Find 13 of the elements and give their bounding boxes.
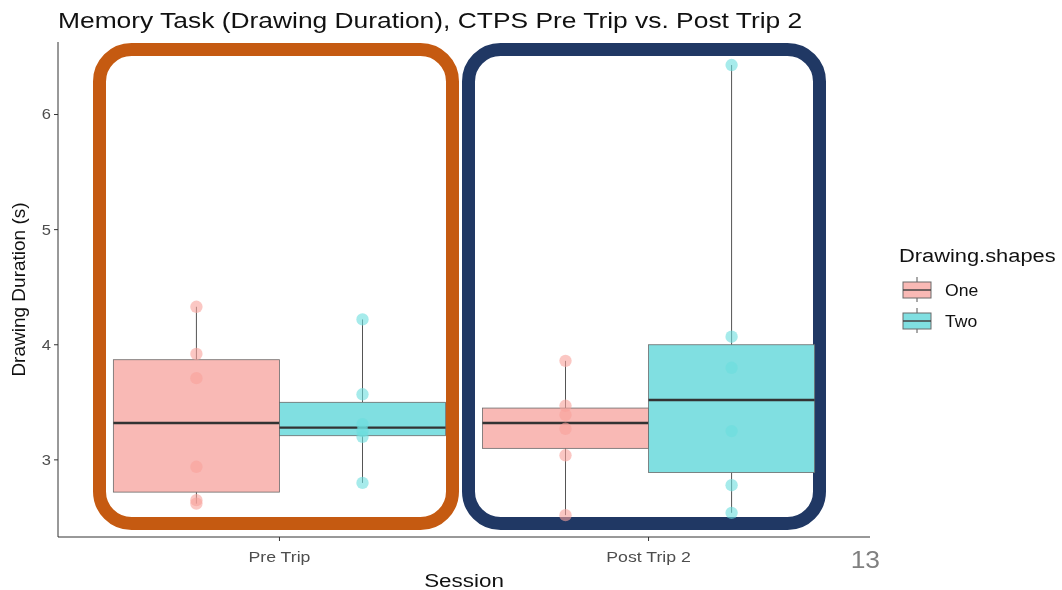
- y-tick-label: 3: [41, 451, 51, 468]
- legend-label: One: [945, 281, 979, 300]
- legend-title: Drawing.shapes: [899, 244, 1056, 266]
- y-tick-label: 6: [41, 106, 51, 123]
- y-axis-title: Drawing Duration (s): [8, 202, 29, 377]
- x-tick-label: Post Trip 2: [606, 548, 691, 565]
- y-tick-label: 5: [41, 221, 51, 238]
- y-tick-label: 4: [41, 336, 52, 353]
- legend-label: Two: [945, 312, 978, 331]
- chart-title: Memory Task (Drawing Duration), CTPS Pre Trip vs. Post Trip 2: [58, 8, 803, 33]
- text: 13: [850, 546, 880, 573]
- x-axis-title: Session: [424, 569, 504, 590]
- x-tick-label: Pre Trip: [248, 548, 311, 565]
